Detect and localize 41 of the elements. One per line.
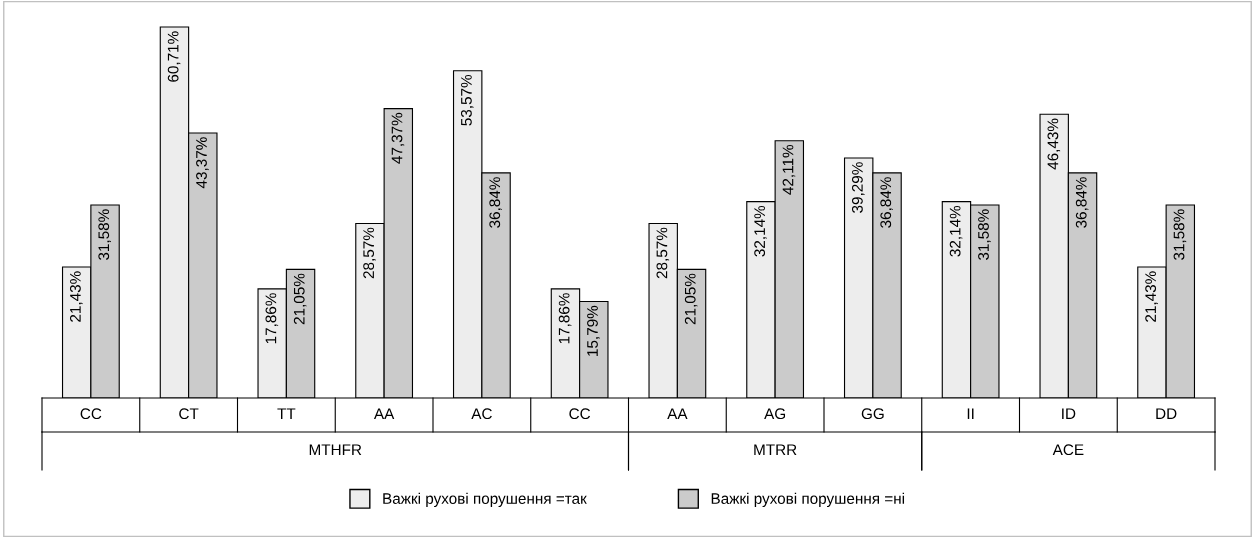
data-label: 42,11% <box>782 144 796 195</box>
data-label: 21,43% <box>69 271 83 322</box>
text: MTHFR <box>309 444 362 455</box>
legend-label: Важкі рухові порушення =так <box>383 492 587 507</box>
data-label: 31,58% <box>1173 209 1187 260</box>
text: MTRR <box>754 444 797 455</box>
x-tick-label: AA <box>373 408 395 419</box>
x-tick-label: AC <box>471 408 492 420</box>
legend-label: Важкі рухові порушення =ні <box>711 492 905 507</box>
data-label: 21,43% <box>1145 271 1158 322</box>
x-tick-label: ID <box>1062 408 1076 419</box>
data-label: 53,57% <box>460 74 474 126</box>
data-label: 28,57% <box>363 227 376 279</box>
x-tick-label: TT <box>277 408 296 419</box>
data-label: 60,71% <box>167 31 181 82</box>
x-tick-label: CC <box>80 408 102 420</box>
data-label: 17,86% <box>558 293 572 344</box>
data-label: 43,37% <box>196 137 209 189</box>
data-label: 46,43% <box>1047 118 1061 170</box>
data-label: 31,58% <box>98 209 111 260</box>
data-label: 39,29% <box>851 162 865 213</box>
x-tick-label: AG <box>764 408 786 420</box>
data-label: 47,37% <box>391 112 405 164</box>
x-tick-label: AA <box>667 408 688 419</box>
data-label: 32,14% <box>949 205 963 257</box>
data-label: 21,05% <box>684 273 698 325</box>
data-label: 36,84% <box>1075 177 1089 228</box>
x-tick-label: DD <box>1156 408 1177 419</box>
x-tick-label: CC <box>569 408 591 420</box>
data-label: 17,86% <box>265 293 279 344</box>
x-tick-label: GG <box>861 408 884 420</box>
x-tick-label: CT <box>179 408 199 420</box>
data-label: 31,58% <box>978 209 991 260</box>
data-label: 32,14% <box>754 205 767 257</box>
data-label: 21,05% <box>293 273 307 325</box>
data-label: 28,57% <box>656 227 670 279</box>
data-label: 36,84% <box>489 177 502 228</box>
data-label: 36,84% <box>880 177 893 228</box>
text: ACE <box>1052 444 1084 456</box>
x-tick-label: II <box>967 408 974 419</box>
data-label: 15,79% <box>587 305 600 356</box>
